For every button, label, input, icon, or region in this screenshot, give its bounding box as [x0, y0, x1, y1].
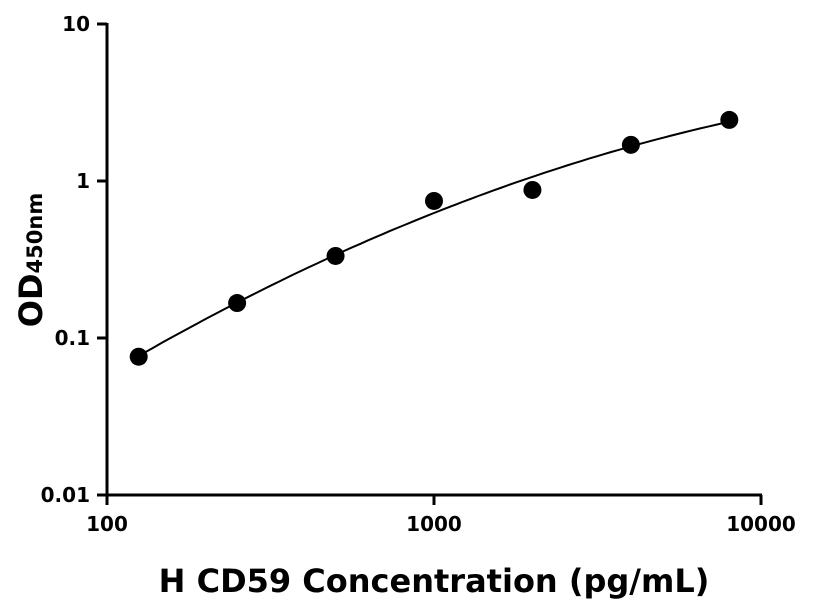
- y-axis-label-main: OD: [12, 273, 50, 327]
- x-axis-label: H CD59 Concentration (pg/mL): [159, 562, 710, 600]
- data-point: [129, 347, 148, 366]
- data-point: [326, 246, 345, 265]
- y-tick-label: 0.1: [55, 326, 90, 350]
- fit-curve: [138, 120, 730, 357]
- x-tick-label: 100: [86, 512, 128, 536]
- y-tick-label: 1: [76, 169, 90, 193]
- y-axis-label-sub: 450nm: [23, 193, 47, 274]
- data-point: [425, 191, 443, 210]
- y-tick-label: 0.01: [41, 483, 90, 507]
- y-axis-label: OD450nm: [12, 193, 50, 327]
- data-point: [621, 135, 640, 154]
- data-point: [720, 110, 739, 129]
- x-tick-label: 10000: [726, 512, 796, 536]
- axes: 100 1000 10000 0.01 0.1 1 10: [41, 12, 796, 536]
- x-tick-label: 1000: [406, 512, 462, 536]
- data-points: [129, 110, 739, 366]
- data-point: [228, 294, 247, 313]
- data-point: [523, 180, 542, 199]
- y-tick-label: 10: [62, 12, 90, 36]
